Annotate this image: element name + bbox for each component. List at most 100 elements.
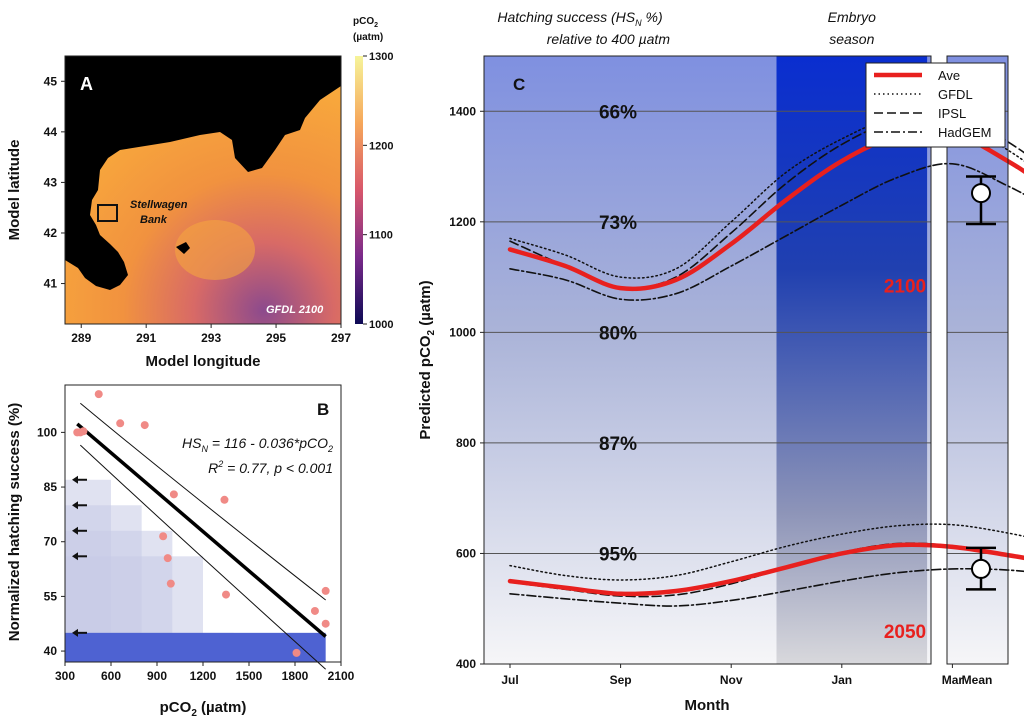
header-hs-2: relative to 400 µatm [547,31,671,47]
header-embryo-1: Embryo [828,9,876,25]
colorbar-ticks: 1300 1200 1100 1000 [363,51,393,331]
hs-shade-step [65,632,326,662]
y-tick-label: 1400 [449,104,476,118]
y-tick-label: 41 [44,277,58,291]
mean-marker-2050 [971,558,991,579]
panel-a-x-ticks: 289 291 293 295 297 [71,324,351,345]
regression-line [76,422,327,638]
hs-label: 87% [599,434,637,455]
model-label: GFDL 2100 [266,304,324,316]
colorbar-tick-label: 1300 [369,51,393,63]
data-point [321,586,330,595]
data-point [163,554,172,563]
hs-reference-lines: 66% 73% 80% 87% 95% [484,102,1008,565]
data-point [169,490,178,499]
stellwagen-box [97,204,118,222]
series-hadgem-2100 [509,162,1024,301]
y-tick-label: 55 [44,589,58,603]
data-point [159,532,168,541]
colorbar [355,56,363,324]
panel-c-y-ticks: 400 600 800 1000 1200 1400 [449,104,484,671]
data-point [321,619,330,628]
hs-label: 66% [599,102,637,123]
series-hadgem-2050 [509,567,1024,607]
legend-label-ipsl: IPSL [938,106,966,121]
panel-b-ylabel: Normalized hatching success (%) [6,403,23,641]
y-tick-label: 70 [44,535,58,549]
hs-arrowhead [72,526,78,535]
y-tick-label: 400 [456,657,476,671]
colorbar-title-1: pCO2 [353,16,378,29]
x-tick-label: Mar [942,673,964,687]
hs-arrowhead [72,475,78,484]
x-tick-label: 300 [55,669,75,683]
colorbar-tick-label: 1000 [369,319,393,331]
panel-c-ylabel: Predicted pCO2 (µatm) [417,280,437,439]
data-point [222,590,230,599]
regression-stats: R2 = 0.77, p < 0.001 [208,459,333,476]
y-tick-label: 43 [44,175,58,189]
y-tick-label: 100 [37,425,57,439]
panel-c-xlabel: Month [685,697,730,714]
header-hs-1: Hatching success (HSN %) [497,9,662,28]
panel-c: 66% 73% 80% 87% 95% 2100 2050 C Hatching succ… [417,9,1024,714]
map-land [65,56,341,290]
x-tick-label: Jul [501,673,518,687]
panel-a-xlabel: Model longitude [146,353,261,370]
panel-b-x-ticks: 300 600 900 1200 1500 1800 2100 [55,662,355,683]
site-label-1: Stellwagen [130,199,188,211]
panel-a-y-ticks: 41 42 43 44 45 [44,74,65,291]
fit-line [76,422,327,638]
x-tick-label: 297 [331,331,351,345]
hs-label: 95% [599,544,637,565]
header-embryo-2: season [829,31,874,47]
data-point [140,421,149,430]
year-label: 2100 [884,276,926,297]
site-label-2: Bank [140,214,168,226]
panel-a-letter: A [80,74,93,94]
panel-c-x-ticks: JulSepNovJanMarMay [501,664,964,687]
y-tick-label: 1000 [449,325,476,339]
ci-band [79,444,327,670]
hs-arrowhead [72,628,78,637]
y-tick-label: 800 [456,436,476,450]
panel-b-letter: B [317,400,329,419]
series-gfdl-2050 [509,523,1024,581]
x-tick-label: 1200 [190,669,217,683]
legend-label-hadgem: HadGEM [938,125,991,140]
regression-equation: HSN = 116 - 0.036*pCO2 [182,435,333,454]
year-label: 2050 [884,622,926,643]
legend: Ave GFDL IPSL HadGEM [865,62,1006,148]
colorbar-title-2: (µatm) [353,32,383,43]
data-point [292,648,301,657]
y-tick-label: 42 [44,226,58,240]
hs-label: 80% [599,323,637,344]
mean-label: Mean [962,673,993,687]
x-tick-label: 1800 [282,669,309,683]
y-tick-label: 45 [44,74,58,88]
ci-band [80,402,326,601]
x-tick-label: 2100 [328,669,355,683]
x-tick-label: Nov [720,673,743,687]
legend-label-gfdl: GFDL [938,87,973,102]
data-point [310,606,319,615]
hs-arrowhead [72,501,78,510]
data-points [73,390,330,657]
panel-a: Stellwagen Bank A GFDL 2100 289 291 293 295… [6,16,393,370]
mean-markers [966,175,996,591]
y-tick-label: 600 [456,546,476,560]
data-point [166,579,175,588]
y-tick-label: 1200 [449,215,476,229]
series-ave-2050 [507,542,1024,597]
y-tick-label: 85 [44,480,58,494]
panel-a-ylabel: Model latitude [6,140,23,241]
x-tick-label: 293 [201,331,221,345]
hs-shading [65,479,326,662]
data-point [79,427,88,436]
mean-marker-2100 [971,183,991,204]
x-tick-label: 291 [136,331,156,345]
data-point [116,419,125,428]
confidence-bands [79,402,327,670]
